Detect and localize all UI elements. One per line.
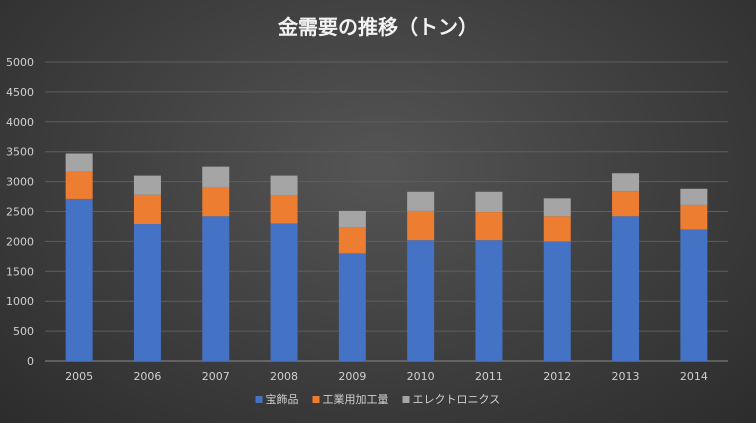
bar-2007-series-2	[202, 166, 230, 187]
bar-2010-series-2	[407, 191, 435, 211]
x-tick-label-2009: 2009	[338, 370, 366, 383]
legend-label-0: 宝飾品	[266, 392, 299, 406]
x-tick-label-2011: 2011	[475, 370, 503, 383]
bar-2007-series-0	[202, 216, 230, 361]
bar-2012-series-2	[543, 198, 571, 217]
x-tick-label-2007: 2007	[202, 370, 230, 383]
x-axis-labels: 2005 2006 2007 2008 2009 2010 2011 2012 2013 2014	[65, 370, 708, 383]
bar-2006-series-2	[133, 175, 161, 195]
legend-label-2: エレクトロニクス	[413, 393, 501, 406]
bar-2008-series-1	[270, 195, 298, 224]
legend-swatch-1	[312, 396, 320, 403]
bar-2005-series-2	[65, 153, 93, 172]
x-tick-label-2008: 2008	[270, 370, 298, 383]
bar-2014-series-2	[680, 188, 708, 205]
chart-title: 金需要の推移（トン）	[277, 15, 478, 39]
legend: 宝飾品 工業用加工量 エレクトロニクス	[255, 392, 501, 406]
bar-2012-series-0	[543, 241, 571, 361]
bar-2006-series-0	[133, 224, 161, 361]
bar-2014-series-0	[680, 229, 708, 361]
legend-swatch-0	[255, 396, 263, 403]
y-tick-label-2500: 2500	[6, 206, 34, 219]
bar-2009-series-2	[338, 210, 366, 228]
y-tick-label-1500: 1500	[6, 265, 34, 278]
bar-2009-series-1	[338, 227, 366, 254]
y-tick-label-3500: 3500	[6, 146, 34, 159]
x-tick-label-2013: 2013	[612, 370, 640, 383]
y-tick-label-500: 500	[13, 325, 34, 338]
x-tick-label-2014: 2014	[680, 370, 708, 383]
bar-2013-series-0	[612, 216, 640, 361]
bar-2005-series-1	[65, 171, 93, 199]
y-axis-labels: 0 500 1000 1500 2000 2500 3000 3500 4000 4500 5000	[6, 56, 34, 368]
legend-swatch-2	[402, 396, 410, 403]
bar-2011-series-0	[475, 240, 503, 361]
legend-label-1: 工業用加工量	[323, 393, 389, 406]
y-tick-label-1000: 1000	[6, 295, 34, 308]
bar-2014-series-1	[680, 204, 708, 230]
x-tick-label-2012: 2012	[543, 370, 571, 383]
bar-2013-series-2	[612, 173, 640, 192]
y-tick-label-0: 0	[27, 355, 34, 368]
y-tick-label-3000: 3000	[6, 176, 34, 189]
bar-2012-series-1	[543, 216, 571, 242]
y-tick-label-4000: 4000	[6, 116, 34, 129]
y-tick-label-5000: 5000	[6, 56, 34, 69]
bar-2009-series-0	[338, 253, 366, 361]
bar-2005-series-0	[65, 198, 93, 361]
x-tick-label-2010: 2010	[407, 370, 435, 383]
bar-2006-series-1	[133, 194, 161, 225]
bar-2008-series-2	[270, 175, 298, 196]
bar-2013-series-1	[612, 191, 640, 217]
bar-2011-series-1	[475, 212, 503, 241]
bar-2007-series-1	[202, 186, 230, 217]
x-tick-label-2006: 2006	[133, 370, 161, 383]
x-tick-label-2005: 2005	[65, 370, 93, 383]
y-tick-label-4500: 4500	[6, 86, 34, 99]
bars	[65, 153, 708, 361]
bar-2010-series-0	[407, 240, 435, 361]
bar-2010-series-1	[407, 210, 435, 241]
y-tick-label-2000: 2000	[6, 235, 34, 248]
bar-2011-series-2	[475, 191, 503, 213]
bar-2008-series-0	[270, 223, 298, 361]
